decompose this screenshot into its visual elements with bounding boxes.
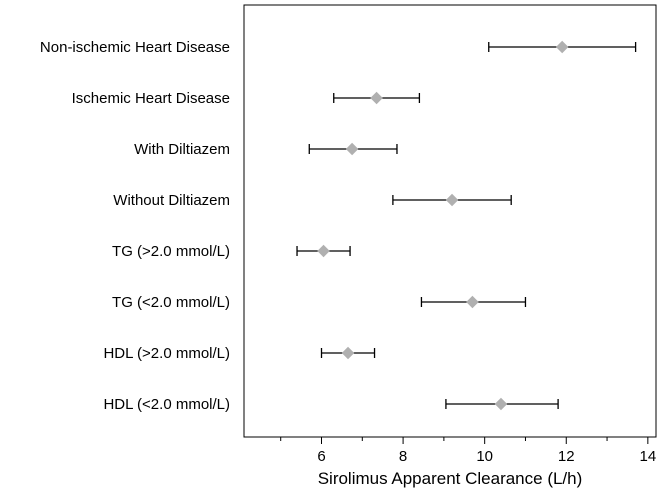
estimate-marker [494,397,508,411]
row-label: Ischemic Heart Disease [72,90,230,107]
row-label: TG (>2.0 mmol/L) [112,243,230,260]
forest-row: Non-ischemic Heart Disease [40,39,637,56]
estimate-marker [466,295,479,309]
forest-row: TG (>2.0 mmol/L) [112,243,351,260]
row-label: Without Diltiazem [113,192,230,209]
forest-row: HDL (>2.0 mmol/L) [103,345,376,362]
estimate-marker [317,244,330,258]
row-label: HDL (>2.0 mmol/L) [103,345,230,362]
x-tick-label: 12 [558,448,575,465]
forest-row: Ischemic Heart Disease [72,90,421,107]
estimate-marker [445,193,459,207]
row-label: Non-ischemic Heart Disease [40,39,230,56]
x-axis-title: Sirolimus Apparent Clearance (L/h) [318,469,583,488]
estimate-marker [345,142,359,156]
row-label: TG (<2.0 mmol/L) [112,294,230,311]
row-label: With Diltiazem [134,141,230,158]
x-tick-label: 10 [476,448,493,465]
x-tick-label: 8 [399,448,407,465]
estimate-marker [555,40,569,54]
estimate-marker [370,91,383,105]
x-tick-label: 6 [317,448,325,465]
x-tick-label: 14 [639,448,656,465]
estimate-marker [341,346,355,360]
forest-row: Without Diltiazem [113,192,512,209]
forest-row: TG (<2.0 mmol/L) [112,294,527,311]
forest-row: HDL (<2.0 mmol/L) [103,396,559,413]
forest-row: With Diltiazem [134,141,398,158]
row-label: HDL (<2.0 mmol/L) [103,396,230,413]
plot-frame [243,4,657,438]
